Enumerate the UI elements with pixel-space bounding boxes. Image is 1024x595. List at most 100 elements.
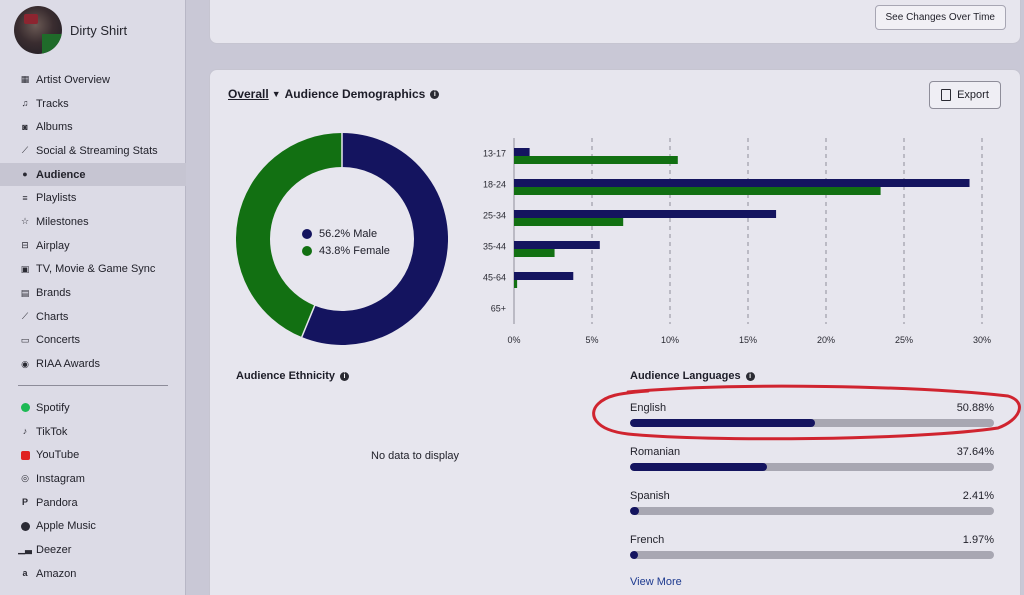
tv-icon: ▣ <box>20 263 30 274</box>
language-bar-track <box>630 463 994 471</box>
sidebar-item-apple-music[interactable]: Apple Music <box>0 514 186 538</box>
sidebar-item-riaa-awards[interactable]: ◉ RIAA Awards <box>0 352 186 376</box>
y-category-label: 13-17 <box>483 149 506 159</box>
info-icon[interactable]: i <box>430 89 440 99</box>
legend-swatch-male <box>302 228 312 239</box>
sidebar-item-brands[interactable]: ▤ Brands <box>0 281 186 305</box>
sidebar-item-label: Airplay <box>36 239 70 252</box>
language-name: Spanish <box>630 490 670 502</box>
sidebar-item-sync[interactable]: ▣ TV, Movie & Game Sync <box>0 258 186 282</box>
language-bar-fill <box>630 507 639 515</box>
donut-separator <box>300 304 316 339</box>
info-icon[interactable]: i <box>340 371 350 381</box>
export-button[interactable]: Export <box>929 81 1001 109</box>
sidebar-item-instagram[interactable]: ◎ Instagram <box>0 467 186 491</box>
sidebar-item-label: Apple Music <box>36 520 96 533</box>
sidebar-item-tiktok[interactable]: ♪ TikTok <box>0 420 186 444</box>
sidebar-platforms: Spotify ♪ TikTok YouTube ◎ Instagram P Pand… <box>0 396 186 586</box>
sidebar-item-label: YouTube <box>36 449 80 462</box>
x-tick-label: 10% <box>661 335 679 345</box>
language-bar-track <box>630 507 994 515</box>
sidebar-item-label: Charts <box>36 310 69 323</box>
ethnicity-section-title: Audience Ethnicity i <box>236 370 350 382</box>
sidebar-item-label: TikTok <box>36 425 68 438</box>
gender-legend: 56.2% Male 43.8% Female <box>302 225 390 259</box>
sidebar-item-label: Deezer <box>36 543 72 556</box>
sidebar-item-charts[interactable]: ⟋ Charts <box>0 305 186 329</box>
x-tick-label: 20% <box>817 335 835 345</box>
award-icon: ◉ <box>21 358 29 369</box>
card-title: Overall ▼ Audience Demographics i <box>228 87 440 101</box>
sidebar-item-spotify[interactable]: Spotify <box>0 396 186 420</box>
ethnicity-title: Audience Ethnicity <box>236 370 336 382</box>
y-category-label: 65+ <box>491 304 506 314</box>
avatar-detail <box>24 14 38 24</box>
y-category-label: 45-64 <box>483 273 506 283</box>
sidebar-item-label: Audience <box>36 168 86 181</box>
people-icon: ● <box>22 169 28 180</box>
spotify-icon <box>20 403 30 413</box>
sidebar-item-milestones[interactable]: ☆ Milestones <box>0 210 186 234</box>
languages-section-title: Audience Languages i <box>630 370 755 382</box>
album-icon: ◙ <box>22 121 28 132</box>
export-label: Export <box>957 89 989 101</box>
avatar <box>14 6 62 54</box>
amazon-icon: a <box>22 568 28 579</box>
playlist-icon: ≡ <box>22 192 28 203</box>
sidebar-item-airplay[interactable]: ⊟ Airplay <box>0 234 186 258</box>
bar-25-34-series-1 <box>514 218 624 226</box>
pandora-icon: P <box>21 497 28 508</box>
bar-13-17-series-0 <box>514 148 530 156</box>
sidebar-item-artist-overview[interactable]: ▦ Artist Overview <box>0 68 186 92</box>
languages-title: Audience Languages <box>630 370 741 382</box>
language-bar-track <box>630 551 994 559</box>
youtube-icon <box>20 450 30 460</box>
sidebar-item-label: Social & Streaming Stats <box>36 144 158 157</box>
sidebar-item-label: Amazon <box>36 567 77 580</box>
ticket-icon: ▭ <box>20 334 30 345</box>
chevron-down-icon[interactable]: ▼ <box>271 89 281 99</box>
overall-dropdown[interactable]: Overall <box>228 87 269 101</box>
age-bar-chart: 0% 5% 10% 15% 20% 25% 30% 13-17 18-24 25-34 35-44 4… <box>483 138 991 345</box>
sidebar-item-youtube[interactable]: YouTube <box>0 443 186 467</box>
language-bar-fill <box>630 419 816 427</box>
legend-item-male: 56.2% Male <box>302 225 390 242</box>
language-bar-fill <box>630 551 638 559</box>
sidebar-item-albums[interactable]: ◙ Albums <box>0 115 186 139</box>
sidebar-item-social-streaming[interactable]: ⟋ Social & Streaming Stats <box>0 139 186 163</box>
info-icon[interactable]: i <box>745 371 755 381</box>
sidebar-item-audience[interactable]: ● Audience <box>0 162 186 187</box>
sidebar-item-amazon[interactable]: a Amazon <box>0 562 186 586</box>
legend-swatch-female <box>302 245 312 256</box>
x-tick-label: 0% <box>507 335 520 345</box>
grid-icon: ▦ <box>20 74 30 85</box>
language-value: 50.88% <box>956 402 994 414</box>
sidebar-item-playlists[interactable]: ≡ Playlists <box>0 186 186 210</box>
sidebar-item-label: Pandora <box>36 496 78 509</box>
x-tick-label: 15% <box>739 335 757 345</box>
sidebar-item-label: Tracks <box>36 97 69 110</box>
bar-45-64-series-1 <box>514 280 518 288</box>
sidebar-item-label: TV, Movie & Game Sync <box>36 263 156 276</box>
bar-35-44-series-1 <box>514 249 555 257</box>
language-value: 37.64% <box>956 446 994 458</box>
sidebar-item-concerts[interactable]: ▭ Concerts <box>0 329 186 353</box>
donut-slice-male <box>301 133 448 345</box>
sidebar-item-pandora[interactable]: P Pandora <box>0 491 186 515</box>
legend-item-female: 43.8% Female <box>302 242 390 259</box>
language-name: French <box>630 534 665 546</box>
see-changes-button[interactable]: See Changes Over Time <box>874 5 1006 30</box>
sidebar-item-deezer[interactable]: ▁▃ Deezer <box>0 538 186 562</box>
star-icon: ☆ <box>20 216 30 227</box>
artist-header[interactable]: Dirty Shirt <box>14 6 127 54</box>
view-more-link[interactable]: View More <box>630 576 682 588</box>
brands-icon: ▤ <box>20 287 30 298</box>
language-value: 1.97% <box>962 534 994 546</box>
sidebar-nav: ▦ Artist Overview ♫ Tracks ◙ Albums ⟋ Social… <box>0 68 186 376</box>
sidebar-item-tracks[interactable]: ♫ Tracks <box>0 92 186 116</box>
language-bar-track <box>630 419 994 427</box>
legend-label: 43.8% Female <box>319 244 390 257</box>
apple-icon <box>20 521 30 531</box>
donut-slice-female <box>236 133 343 338</box>
sidebar-item-label: Albums <box>36 121 73 134</box>
